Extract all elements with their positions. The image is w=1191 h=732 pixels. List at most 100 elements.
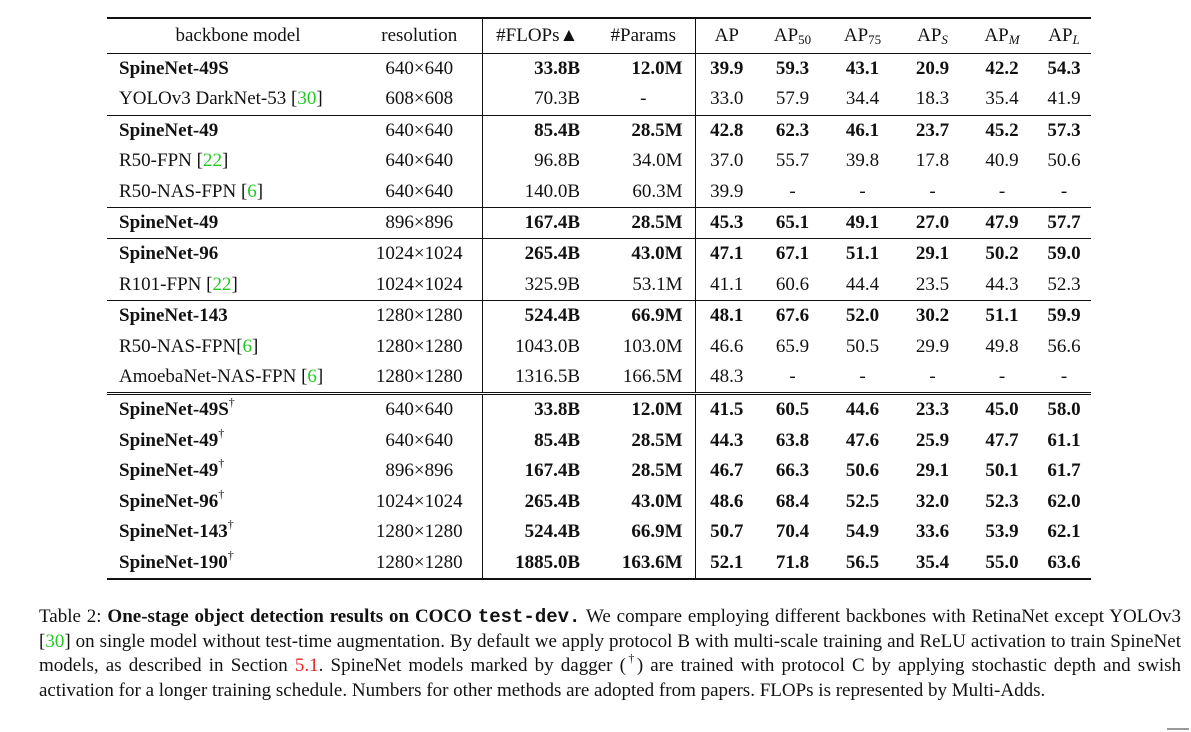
resolution-cell: 1024×1024 — [357, 238, 482, 270]
model-name-cell: SpineNet-143† — [107, 517, 357, 547]
flops-cell: 167.4B — [481, 207, 592, 239]
params-cell: 12.0M — [592, 392, 695, 426]
params-cell: 28.5M — [592, 114, 695, 147]
model-name-cell: R50-FPN [22] — [107, 146, 357, 176]
table-row: YOLOv3 DarkNet-53 [30] 608×608 70.3B - 33.0 5… — [107, 84, 1091, 116]
ap-cell-0: 37.0 — [694, 146, 758, 177]
model-name: YOLOv3 DarkNet-53 [ — [119, 88, 298, 110]
column-header-7: APS — [898, 17, 967, 54]
ap-cell-0: 39.9 — [694, 176, 758, 208]
params-cell: 12.0M — [631, 58, 683, 79]
ap-cell-2: 43.1 — [845, 58, 880, 79]
ap-cell-0: 41.1 — [694, 269, 758, 301]
model-name: R50-FPN [ — [119, 150, 203, 172]
citation-bracket: ] — [316, 88, 323, 110]
citation-link[interactable]: 22 — [202, 150, 222, 172]
column-header-3: #Params — [592, 17, 695, 54]
ap-cell-0: 48.6 — [694, 486, 758, 518]
ap-cell-0: 47.1 — [694, 238, 758, 270]
column-header-label: AP — [843, 25, 869, 46]
ap-cell-5: - — [1060, 180, 1068, 202]
ap-cell-4: 47.9 — [967, 207, 1037, 239]
ap-cell-2: 49.1 — [827, 207, 898, 239]
model-name-cell: SpineNet-190† — [107, 547, 357, 580]
flops-cell: 265.4B — [481, 486, 592, 518]
resolution-cell: 896×896 — [385, 460, 454, 482]
ap-cell-3: - — [929, 366, 936, 388]
ap-cell-3: 33.6 — [915, 521, 950, 543]
citation-bracket: ] — [231, 273, 238, 295]
dagger-mark: † — [227, 547, 234, 562]
citation-bracket: ] — [316, 366, 324, 388]
model-name: AmoebaNet-NAS-FPN [ — [119, 366, 308, 388]
ap-cell-1: 59.3 — [775, 58, 810, 79]
ap-cell-0: 46.7 — [694, 456, 758, 487]
ap-cell-0: 50.7 — [694, 517, 758, 548]
ap-cell-4: 51.1 — [967, 300, 1037, 332]
ap-cell-2: 44.6 — [827, 392, 898, 426]
column-header-subscript: M — [1008, 32, 1020, 47]
citation-link[interactable]: 6 — [242, 335, 253, 357]
flops-cell: 265.4B — [481, 238, 592, 270]
caption-citation[interactable]: 30 — [45, 630, 65, 652]
ap-cell-1: 68.4 — [775, 490, 810, 512]
model-name-cell: R101-FPN [22] — [107, 270, 357, 301]
params-cell: 66.9M — [631, 521, 683, 543]
model-name-cell: R50-NAS-FPN[6] — [107, 332, 357, 362]
citation-link[interactable]: 30 — [297, 88, 317, 110]
ap-cell-3: 23.5 — [915, 273, 950, 295]
results-table: backbone model resolution #FLOPs▲ #Params AP… — [107, 17, 1091, 580]
params-cell: 166.5M — [622, 366, 683, 388]
params-cell: 28.5M — [592, 207, 695, 239]
table-caption: Table 2: One-stage object detection resu… — [39, 605, 1181, 703]
model-name: SpineNet-49S — [119, 58, 229, 79]
model-name: SpineNet-49 — [119, 429, 219, 451]
table-row: R50-NAS-FPN[6] 1280×1280 1043.0B 103.0M 46.6… — [107, 331, 1091, 363]
table-row: SpineNet-49S† 640×640 33.8B 12.0M 41.5 60.5 44… — [107, 392, 1091, 426]
citation-link[interactable]: 6 — [247, 180, 257, 202]
ap-cell-2: 50.5 — [845, 335, 880, 357]
caption-section-ref[interactable]: 5.1 — [294, 655, 319, 676]
flops-cell: 85.4B — [481, 425, 592, 457]
ap-cell-1: 65.1 — [758, 207, 827, 239]
caption-text-1: We compare employing different backbones… — [39, 606, 1182, 652]
ap-cell-5: 61.1 — [1047, 429, 1081, 451]
flops-cell: 140.0B — [481, 176, 592, 208]
caption-dagger: † — [625, 651, 637, 665]
citation-link[interactable]: 22 — [212, 273, 232, 295]
ap-cell-5: 63.6 — [1037, 547, 1091, 580]
params-cell: 60.3M — [632, 180, 683, 202]
ap-cell-3: 20.9 — [915, 58, 950, 79]
model-name: R101-FPN [ — [119, 273, 213, 295]
page-corner-mark — [1167, 728, 1189, 730]
ap-cell-5: 59.9 — [1037, 300, 1091, 332]
model-name: SpineNet-49 — [119, 119, 219, 141]
ap-cell-5: 59.0 — [1037, 238, 1091, 270]
ap-cell-4: 52.3 — [985, 490, 1019, 512]
model-name: SpineNet-190 — [119, 551, 228, 573]
model-name-cell: SpineNet-49† — [107, 426, 357, 456]
caption-text-4: ) are trained with protocol C by applyin… — [39, 655, 1182, 701]
ap-cell-0: 52.1 — [694, 547, 758, 580]
citation-link[interactable]: 6 — [307, 366, 317, 388]
ap-cell-1: 65.9 — [775, 335, 810, 357]
column-header-9: APL — [1037, 17, 1091, 54]
column-header-8: APM — [967, 17, 1037, 54]
column-header-label: #FLOPs▲ — [496, 25, 579, 46]
params-cell: 53.1M — [632, 273, 683, 295]
column-header-0: backbone model — [107, 17, 357, 54]
column-header-5: AP50 — [758, 17, 827, 54]
resolution-cell: 1024×1024 — [375, 273, 463, 295]
ap-cell-4: 45.0 — [967, 392, 1037, 426]
ap-cell-2: 47.6 — [845, 429, 880, 451]
column-header-subscript: 75 — [868, 32, 882, 47]
ap-cell-4: 44.3 — [985, 273, 1019, 295]
model-name-cell: R50-NAS-FPN [6] — [107, 177, 357, 208]
flops-cell: 1885.0B — [481, 547, 592, 580]
table-row: R50-NAS-FPN [6] 640×640 140.0B 60.3M 39.9 - - -… — [107, 176, 1091, 208]
params-cell: 43.0M — [592, 238, 695, 270]
resolution-cell: 1024×1024 — [375, 490, 463, 512]
table-row: SpineNet-49S 640×640 33.8B 12.0M 39.9 59.3 43.… — [107, 53, 1091, 85]
ap-cell-2: 44.4 — [845, 273, 880, 295]
citation-bracket: ] — [256, 180, 264, 202]
